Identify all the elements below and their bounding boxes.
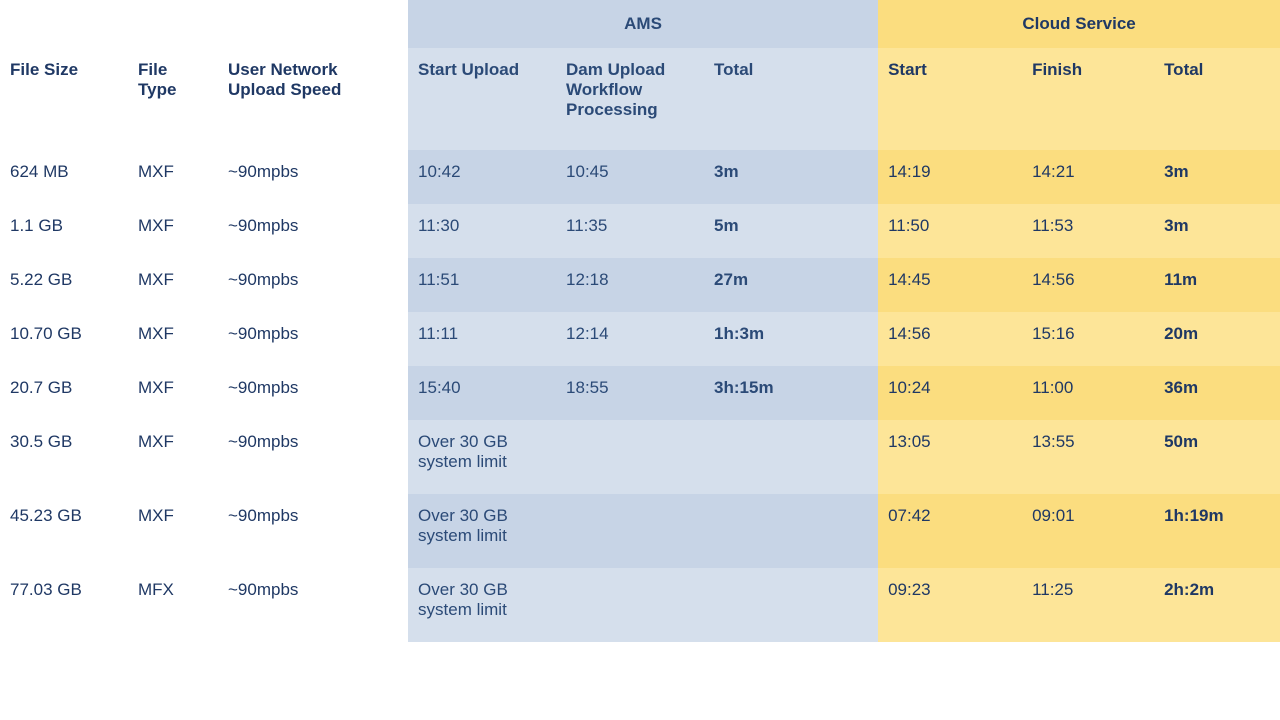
cell-file-size: 77.03 GB: [0, 568, 128, 642]
table-body: 624 MBMXF~90mpbs10:4210:453m14:1914:213m…: [0, 150, 1280, 642]
group-header-cloud: Cloud Service: [878, 0, 1280, 48]
cell-file-size: 10.70 GB: [0, 312, 128, 366]
cell-ams-start: Over 30 GB system limit: [408, 420, 556, 494]
cell-upload-speed: ~90mpbs: [218, 494, 408, 568]
cell-cloud-start: 07:42: [878, 494, 1022, 568]
cell-ams-workflow: [556, 420, 704, 494]
cell-cloud-total: 2h:2m: [1154, 568, 1280, 642]
cell-ams-start: 15:40: [408, 366, 556, 420]
cell-cloud-start: 14:19: [878, 150, 1022, 204]
cell-ams-start: Over 30 GB system limit: [408, 568, 556, 642]
table-row: 10.70 GBMXF~90mpbs11:1112:141h:3m14:5615…: [0, 312, 1280, 366]
table-row: 77.03 GBMFX~90mpbsOver 30 GB system limi…: [0, 568, 1280, 642]
cell-ams-total: [704, 420, 878, 494]
cell-ams-total: 27m: [704, 258, 878, 312]
cell-cloud-total: 36m: [1154, 366, 1280, 420]
cell-cloud-start: 14:45: [878, 258, 1022, 312]
cell-cloud-finish: 11:00: [1022, 366, 1154, 420]
col-ams-start: Start Upload: [408, 48, 556, 150]
cell-file-type: MFX: [128, 568, 218, 642]
cell-ams-total: [704, 494, 878, 568]
col-file-type: File Type: [128, 48, 218, 150]
cell-cloud-finish: 14:56: [1022, 258, 1154, 312]
col-upload-speed: User Network Upload Speed: [218, 48, 408, 150]
cell-upload-speed: ~90mpbs: [218, 366, 408, 420]
group-header-row: AMS Cloud Service: [0, 0, 1280, 48]
group-header-ams: AMS: [408, 0, 878, 48]
cell-upload-speed: ~90mpbs: [218, 150, 408, 204]
cell-cloud-total: 50m: [1154, 420, 1280, 494]
cell-cloud-total: 3m: [1154, 204, 1280, 258]
cell-ams-total: [704, 568, 878, 642]
cell-upload-speed: ~90mpbs: [218, 312, 408, 366]
cell-file-type: MXF: [128, 420, 218, 494]
cell-file-size: 30.5 GB: [0, 420, 128, 494]
cell-ams-total: 1h:3m: [704, 312, 878, 366]
cell-ams-start: Over 30 GB system limit: [408, 494, 556, 568]
col-cloud-start: Start: [878, 48, 1022, 150]
group-header-blank: [0, 0, 408, 48]
cell-file-size: 20.7 GB: [0, 366, 128, 420]
cell-ams-workflow: [556, 568, 704, 642]
cell-cloud-start: 09:23: [878, 568, 1022, 642]
cell-ams-workflow: 12:14: [556, 312, 704, 366]
cell-ams-workflow: 18:55: [556, 366, 704, 420]
cell-file-size: 624 MB: [0, 150, 128, 204]
table-row: 20.7 GBMXF~90mpbs15:4018:553h:15m10:2411…: [0, 366, 1280, 420]
cell-ams-workflow: [556, 494, 704, 568]
cell-ams-start: 10:42: [408, 150, 556, 204]
col-ams-workflow: Dam Upload Workflow Processing: [556, 48, 704, 150]
cell-cloud-finish: 11:25: [1022, 568, 1154, 642]
cell-ams-start: 11:30: [408, 204, 556, 258]
cell-ams-workflow: 11:35: [556, 204, 704, 258]
cell-ams-workflow: 10:45: [556, 150, 704, 204]
table-row: 624 MBMXF~90mpbs10:4210:453m14:1914:213m: [0, 150, 1280, 204]
table-row: 45.23 GBMXF~90mpbsOver 30 GB system limi…: [0, 494, 1280, 568]
col-file-size: File Size: [0, 48, 128, 150]
cell-upload-speed: ~90mpbs: [218, 568, 408, 642]
cell-file-type: MXF: [128, 204, 218, 258]
cell-file-type: MXF: [128, 494, 218, 568]
comparison-table: AMS Cloud Service File Size File Type Us…: [0, 0, 1280, 642]
cell-cloud-start: 11:50: [878, 204, 1022, 258]
cell-ams-total: 3h:15m: [704, 366, 878, 420]
cell-ams-workflow: 12:18: [556, 258, 704, 312]
cell-cloud-total: 20m: [1154, 312, 1280, 366]
cell-file-size: 1.1 GB: [0, 204, 128, 258]
cell-cloud-start: 13:05: [878, 420, 1022, 494]
cell-file-type: MXF: [128, 312, 218, 366]
cell-file-type: MXF: [128, 258, 218, 312]
cell-ams-total: 5m: [704, 204, 878, 258]
cell-cloud-total: 1h:19m: [1154, 494, 1280, 568]
cell-cloud-total: 3m: [1154, 150, 1280, 204]
column-header-row: File Size File Type User Network Upload …: [0, 48, 1280, 150]
cell-ams-start: 11:51: [408, 258, 556, 312]
cell-cloud-finish: 14:21: [1022, 150, 1154, 204]
cell-file-type: MXF: [128, 366, 218, 420]
cell-cloud-finish: 09:01: [1022, 494, 1154, 568]
cell-cloud-finish: 11:53: [1022, 204, 1154, 258]
cell-upload-speed: ~90mpbs: [218, 204, 408, 258]
cell-cloud-finish: 13:55: [1022, 420, 1154, 494]
cell-file-size: 45.23 GB: [0, 494, 128, 568]
col-cloud-finish: Finish: [1022, 48, 1154, 150]
cell-ams-start: 11:11: [408, 312, 556, 366]
table-row: 30.5 GBMXF~90mpbsOver 30 GB system limit…: [0, 420, 1280, 494]
col-cloud-total: Total: [1154, 48, 1280, 150]
table-row: 5.22 GBMXF~90mpbs11:5112:1827m14:4514:56…: [0, 258, 1280, 312]
cell-cloud-total: 11m: [1154, 258, 1280, 312]
cell-upload-speed: ~90mpbs: [218, 420, 408, 494]
cell-ams-total: 3m: [704, 150, 878, 204]
cell-file-type: MXF: [128, 150, 218, 204]
cell-cloud-start: 14:56: [878, 312, 1022, 366]
col-ams-total: Total: [704, 48, 878, 150]
cell-file-size: 5.22 GB: [0, 258, 128, 312]
table-row: 1.1 GBMXF~90mpbs11:3011:355m11:5011:533m: [0, 204, 1280, 258]
cell-cloud-finish: 15:16: [1022, 312, 1154, 366]
cell-cloud-start: 10:24: [878, 366, 1022, 420]
cell-upload-speed: ~90mpbs: [218, 258, 408, 312]
